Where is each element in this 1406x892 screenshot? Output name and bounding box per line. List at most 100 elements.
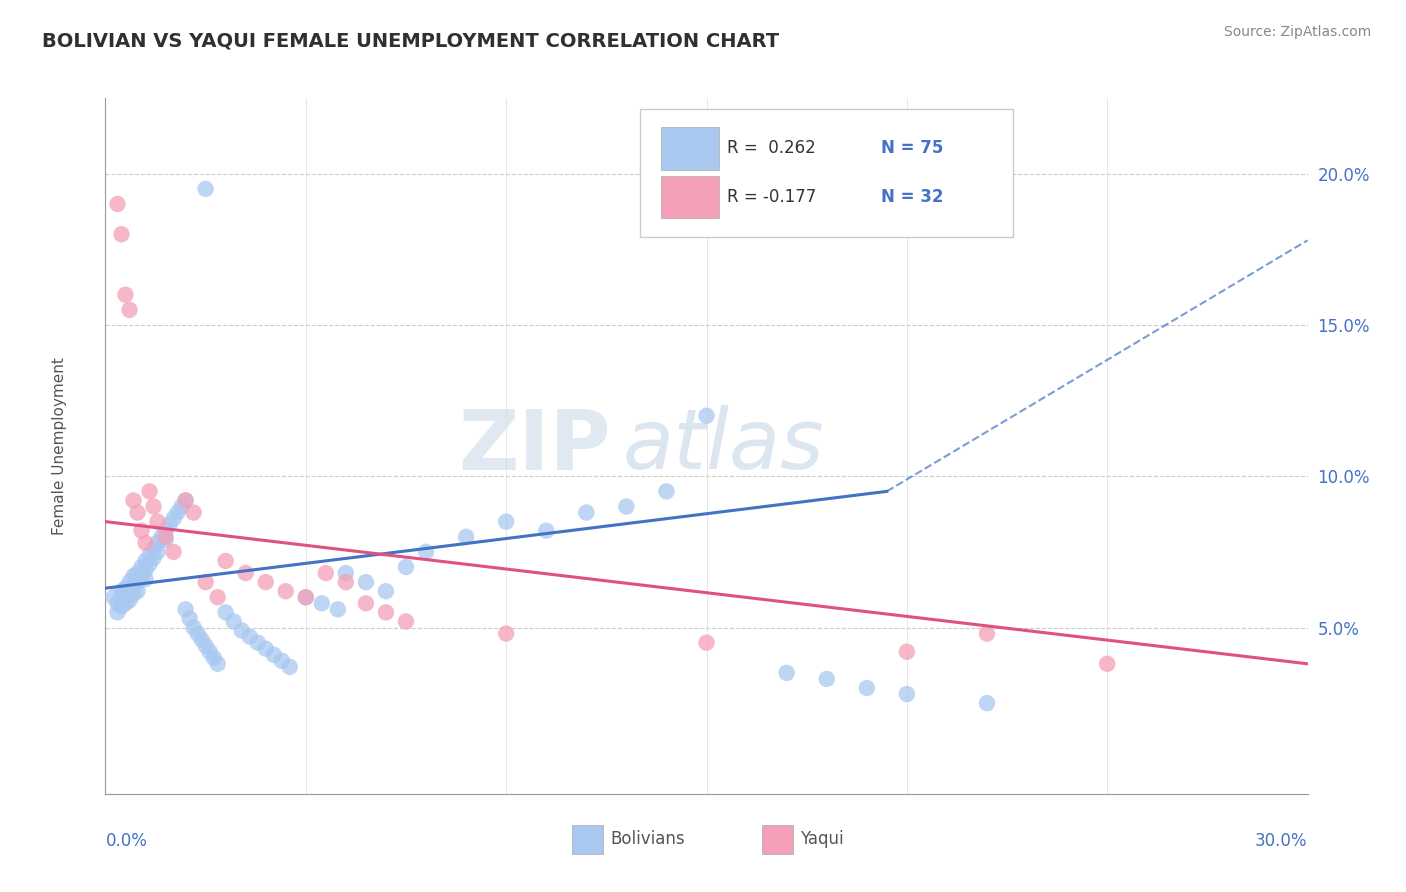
Point <box>118 575 141 590</box>
Point <box>374 606 398 620</box>
Point <box>335 575 357 590</box>
Point <box>776 665 799 680</box>
Point <box>118 584 141 599</box>
FancyBboxPatch shape <box>640 109 1014 237</box>
Point <box>135 563 157 577</box>
Point <box>354 596 377 610</box>
Point <box>138 548 160 562</box>
Point <box>183 620 205 634</box>
Point <box>127 584 149 599</box>
Point <box>855 681 877 695</box>
Point <box>207 657 229 671</box>
Point <box>239 630 262 644</box>
Point <box>495 515 517 529</box>
Point <box>107 606 129 620</box>
Point <box>326 602 349 616</box>
Point <box>274 584 297 599</box>
Point <box>231 624 253 638</box>
Point <box>415 545 437 559</box>
Point <box>162 511 184 525</box>
Point <box>103 591 125 605</box>
Point <box>142 550 165 565</box>
Point <box>270 654 292 668</box>
Point <box>198 645 221 659</box>
Text: BOLIVIAN VS YAQUI FEMALE UNEMPLOYMENT CORRELATION CHART: BOLIVIAN VS YAQUI FEMALE UNEMPLOYMENT CO… <box>42 31 779 50</box>
Point <box>127 506 149 520</box>
Point <box>295 591 318 605</box>
Point <box>454 530 477 544</box>
Point <box>246 635 269 649</box>
Point <box>142 500 165 514</box>
FancyBboxPatch shape <box>661 176 718 219</box>
Point <box>896 645 918 659</box>
Point <box>122 493 145 508</box>
Point <box>254 641 277 656</box>
Point <box>696 635 718 649</box>
Text: Female Unemployment: Female Unemployment <box>52 357 67 535</box>
Point <box>162 545 184 559</box>
Point <box>235 566 257 580</box>
Text: R =  0.262: R = 0.262 <box>727 139 815 157</box>
Point <box>155 533 177 547</box>
Point <box>696 409 718 423</box>
Point <box>194 639 217 653</box>
Point <box>254 575 277 590</box>
Point <box>335 566 357 580</box>
Point <box>1097 657 1119 671</box>
Point <box>146 536 169 550</box>
Point <box>616 500 638 514</box>
Point <box>194 182 217 196</box>
Point <box>122 587 145 601</box>
Point <box>107 596 129 610</box>
Point <box>183 506 205 520</box>
Point <box>263 648 285 662</box>
Text: N = 32: N = 32 <box>880 188 943 206</box>
Point <box>131 569 153 583</box>
FancyBboxPatch shape <box>661 128 718 169</box>
Point <box>166 506 188 520</box>
Text: Yaqui: Yaqui <box>800 830 844 848</box>
Point <box>354 575 377 590</box>
Point <box>174 493 197 508</box>
Point <box>194 575 217 590</box>
Point <box>207 591 229 605</box>
Text: R = -0.177: R = -0.177 <box>727 188 817 206</box>
Point <box>131 524 153 538</box>
Point <box>174 493 197 508</box>
Point <box>114 591 136 605</box>
Point <box>170 500 193 514</box>
Point <box>174 602 197 616</box>
Point <box>107 197 129 211</box>
Point <box>815 672 838 686</box>
Point <box>150 530 173 544</box>
Text: ZIP: ZIP <box>458 406 610 486</box>
Point <box>222 615 245 629</box>
Text: Bolivians: Bolivians <box>610 830 685 848</box>
Text: N = 75: N = 75 <box>880 139 943 157</box>
Point <box>131 560 153 574</box>
Point <box>315 566 337 580</box>
Point <box>976 626 998 640</box>
Text: 30.0%: 30.0% <box>1256 832 1308 850</box>
Point <box>495 626 517 640</box>
Point <box>190 632 212 647</box>
Point <box>135 536 157 550</box>
Point <box>118 302 141 317</box>
Point <box>110 584 132 599</box>
Point <box>187 626 209 640</box>
Point <box>135 554 157 568</box>
Point <box>114 581 136 595</box>
Point <box>374 584 398 599</box>
FancyBboxPatch shape <box>762 825 793 855</box>
Point <box>896 687 918 701</box>
Point <box>110 227 132 242</box>
Point <box>127 575 149 590</box>
Point <box>295 591 318 605</box>
Point <box>575 506 598 520</box>
Point <box>655 484 678 499</box>
Point <box>214 606 236 620</box>
Point <box>202 650 225 665</box>
Point <box>110 599 132 614</box>
Point <box>114 287 136 301</box>
Text: Source: ZipAtlas.com: Source: ZipAtlas.com <box>1223 25 1371 39</box>
